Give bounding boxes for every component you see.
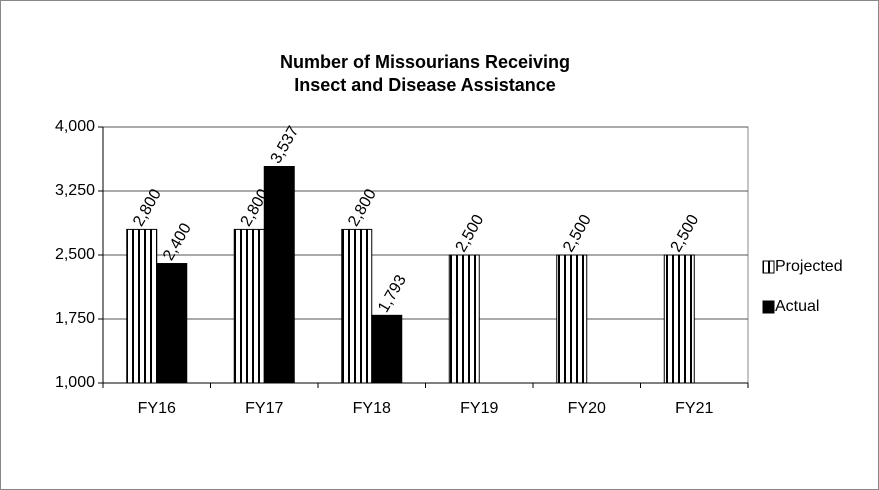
- chart-title: Number of Missourians Receiving: [280, 52, 570, 72]
- bar: [263, 166, 295, 384]
- y-tick-label: 2,500: [55, 246, 95, 263]
- bar: [448, 254, 480, 384]
- bar: [126, 228, 158, 384]
- x-tick-label: FY18: [353, 400, 391, 417]
- legend-label: Projected: [775, 258, 843, 275]
- legend-label: Actual: [775, 298, 819, 315]
- bar: [556, 254, 588, 384]
- chart-title: Insect and Disease Assistance: [294, 75, 555, 95]
- y-tick-label: 1,750: [55, 310, 95, 327]
- bar: [156, 263, 188, 384]
- x-tick-label: FY16: [138, 400, 176, 417]
- y-tick-label: 4,000: [55, 118, 95, 135]
- y-tick-label: 3,250: [55, 182, 95, 199]
- bar: [233, 228, 265, 384]
- legend-swatch: [762, 300, 775, 314]
- bar: [371, 314, 403, 384]
- y-tick-label: 1,000: [55, 374, 95, 391]
- x-tick-label: FY19: [460, 400, 498, 417]
- x-tick-label: FY21: [675, 400, 713, 417]
- x-tick-label: FY20: [568, 400, 606, 417]
- bar: [663, 254, 695, 384]
- legend-swatch: [762, 260, 775, 274]
- bar: [341, 228, 373, 384]
- x-tick-label: FY17: [245, 400, 283, 417]
